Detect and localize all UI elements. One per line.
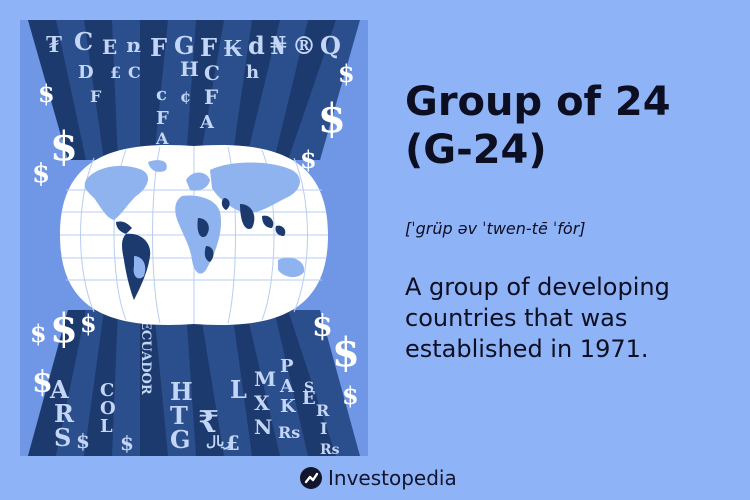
currency-symbol: R (316, 401, 330, 420)
dollar-sign: $ (80, 309, 97, 338)
currency-symbol: F (156, 108, 169, 129)
currency-symbol: $ (120, 431, 134, 455)
continents (84, 160, 305, 300)
dollar-sign: $ (50, 305, 78, 352)
currency-symbol: I (320, 419, 327, 438)
currency-symbol: T (170, 401, 188, 430)
currency-symbol: E (302, 388, 316, 409)
term-pronunciation: [ˈgrüp əv ˈtwen-tē ˈfȯr] (405, 219, 586, 238)
dollar-sign: $ (342, 381, 359, 410)
dollar-signs: $ $ $ $ $ $ $ $ $ $ $ $ $ (30, 59, 360, 410)
currency-symbol: £ (110, 63, 121, 82)
currency-symbol: C (128, 63, 141, 82)
currency-symbol: L (230, 375, 247, 404)
currency-symbol: ₦ (270, 31, 287, 60)
currency-symbol: F (90, 87, 102, 106)
currency-symbol: C (74, 27, 93, 56)
dollar-sign: $ (32, 365, 53, 400)
currency-symbol: ₮ (46, 29, 62, 58)
term-title: Group of 24 (G-24) (405, 79, 671, 173)
currency-symbol: c (156, 84, 167, 105)
currency-symbol: H (180, 57, 199, 81)
currency-symbol: ريال (206, 434, 231, 450)
currency-symbol: O (100, 398, 116, 419)
brand-name: Investopedia (328, 466, 457, 490)
dollar-sign: $ (30, 319, 47, 348)
dollar-sign: $ (332, 329, 360, 376)
dollar-sign: $ (338, 59, 355, 88)
currency-symbol: ¢ (180, 87, 191, 106)
currency-symbol: A (279, 376, 295, 397)
bottom-currency-bands (28, 310, 360, 456)
currency-symbol: ռ (126, 33, 141, 57)
investopedia-logo-icon (300, 467, 322, 489)
currency-symbol: P (280, 356, 294, 377)
currency-symbol: h (246, 62, 259, 83)
top-currency-symbols: ₮ C E ռ F G F ₭ d ₦ ® Q D £ C H C h F c … (46, 27, 341, 148)
dollar-sign: $ (312, 309, 333, 344)
currency-symbol: ₭ (224, 33, 243, 62)
currency-symbol: K (280, 396, 297, 417)
currency-symbol: E (102, 35, 117, 59)
currency-symbol: C (204, 61, 220, 85)
currency-symbol: S (304, 380, 314, 396)
currency-globe-illustration: ₮ C E ռ F G F ₭ d ₦ ® Q D £ C H C h F c … (20, 20, 368, 456)
dollar-sign: $ (38, 79, 55, 108)
brand-footer[interactable]: Investopedia (300, 466, 457, 490)
currency-symbol: ₹ (198, 405, 219, 440)
dollar-sign: $ (318, 95, 346, 142)
currency-symbol: ® (292, 31, 316, 60)
currency-symbol: N (254, 415, 272, 439)
term-definition: A group of developing countries that was… (405, 273, 670, 363)
currency-symbol: M (254, 367, 276, 391)
dollar-sign: $ (32, 159, 50, 189)
currency-symbol: $ (76, 429, 90, 453)
currency-symbol: £ (226, 431, 240, 455)
currency-symbol: A (155, 129, 169, 148)
bottom-currency-symbols: A R S C O L ECUADOR H T G ₹ ريال L M X N… (49, 320, 340, 456)
currency-symbol: F (200, 33, 217, 62)
dollar-sign: $ (50, 123, 78, 170)
currency-symbol: A (199, 112, 215, 133)
currency-symbol: L (100, 416, 113, 437)
currency-symbol: F (204, 85, 218, 109)
currency-symbol: D (78, 62, 94, 83)
currency-symbol: Rs (278, 423, 300, 442)
currency-symbol: R (54, 399, 75, 428)
dollar-sign: $ (300, 145, 317, 174)
currency-symbol: S (54, 423, 71, 452)
illustration-svg: ₮ C E ռ F G F ₭ d ₦ ® Q D £ C H C h F c … (28, 20, 360, 456)
currency-symbol: d (248, 31, 265, 60)
currency-symbol: X (254, 391, 270, 415)
world-map-globe (60, 145, 328, 325)
top-currency-bands (28, 20, 360, 160)
currency-symbol: G (174, 31, 195, 60)
currency-symbol: Q (320, 31, 341, 60)
currency-symbol: F (150, 33, 167, 62)
currency-symbol: C (100, 380, 114, 401)
currency-symbol: G (170, 425, 191, 454)
currency-symbol: Rs (320, 442, 340, 456)
currency-symbol: ECUADOR (138, 320, 153, 395)
currency-symbol: A (49, 375, 69, 404)
currency-symbol: H (170, 377, 193, 406)
